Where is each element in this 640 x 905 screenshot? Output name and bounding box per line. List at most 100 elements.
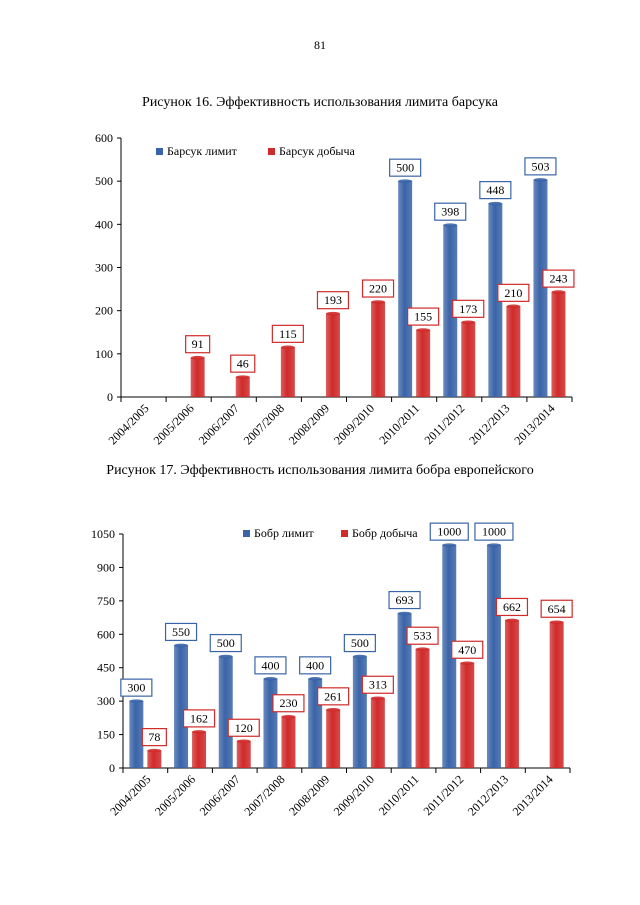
- bar-cap: [486, 543, 501, 547]
- page-number: 81: [314, 38, 326, 52]
- bar-harvest: [326, 709, 341, 768]
- data-label: 693: [396, 593, 414, 607]
- x-tick-label: 2007/2008: [241, 401, 287, 447]
- bar-harvest: [504, 620, 519, 768]
- data-label: 115: [279, 327, 297, 341]
- x-tick-label: 2007/2008: [241, 772, 287, 818]
- x-tick-label: 2012/2013: [466, 401, 512, 447]
- data-label: 173: [459, 302, 477, 316]
- bar-cap: [398, 179, 413, 183]
- legend-swatch: [268, 148, 275, 155]
- data-label: 500: [396, 161, 414, 175]
- bar-harvest: [370, 698, 385, 768]
- bar-limit: [174, 645, 189, 768]
- data-label-box: [389, 158, 422, 177]
- bar-cap: [371, 300, 386, 304]
- bar-limit: [442, 545, 457, 768]
- data-label-box: [361, 279, 395, 298]
- data-label: 1000: [482, 525, 506, 539]
- bar-harvest: [190, 357, 205, 397]
- data-label-box: [542, 269, 575, 288]
- x-tick-label: 2005/2006: [151, 401, 197, 447]
- data-label: 91: [192, 337, 204, 351]
- data-label: 220: [369, 282, 387, 296]
- data-label-box: [474, 522, 514, 541]
- bar-limit: [218, 656, 233, 768]
- bar-limit: [486, 545, 501, 768]
- bar-cap: [370, 696, 385, 701]
- legend-swatch: [243, 530, 250, 537]
- x-tick-label: 2013/2014: [511, 401, 557, 447]
- data-label: 662: [503, 600, 521, 614]
- y-tick-label: 300: [95, 261, 113, 275]
- bar-harvest: [371, 302, 386, 397]
- data-label: 550: [172, 625, 190, 639]
- x-tick-label: 2013/2014: [510, 772, 556, 818]
- x-tick-label: 2008/2009: [286, 401, 332, 447]
- bar-cap: [504, 618, 519, 623]
- figure-16-caption: Рисунок 16. Эффективность использования …: [142, 95, 498, 110]
- data-label: 162: [190, 711, 208, 725]
- data-label-box: [406, 626, 439, 645]
- bar-cap: [352, 654, 367, 659]
- bar-cap: [443, 223, 458, 227]
- data-label-box: [272, 694, 305, 713]
- bar-limit: [533, 179, 548, 397]
- bar-cap: [460, 661, 475, 666]
- data-label: 1000: [437, 525, 461, 539]
- data-label: 243: [549, 272, 567, 286]
- x-tick-label: 2008/2009: [286, 772, 332, 818]
- data-label-box: [209, 633, 242, 653]
- data-label-box: [495, 597, 529, 617]
- x-tick-label: 2011/2012: [420, 772, 466, 818]
- legend-label: Бобр добыча: [352, 526, 418, 540]
- bar-cap: [174, 643, 189, 648]
- bar-limit: [129, 701, 144, 768]
- badger-limit-chart: 01002003004005006002004/20052005/2006200…: [95, 131, 575, 447]
- bar-limit: [488, 203, 503, 397]
- data-label: 500: [351, 636, 369, 650]
- bar-cap: [218, 654, 233, 659]
- y-tick-label: 600: [95, 131, 113, 145]
- data-label: 193: [324, 293, 342, 307]
- data-label: 230: [279, 696, 297, 710]
- bar-limit: [352, 656, 367, 768]
- data-label: 155: [414, 310, 432, 324]
- y-tick-label: 600: [97, 627, 115, 641]
- x-tick-label: 2005/2006: [152, 772, 198, 818]
- x-tick-label: 2004/2005: [107, 772, 153, 818]
- data-label: 654: [548, 602, 566, 616]
- y-tick-label: 300: [97, 694, 115, 708]
- data-label-box: [343, 633, 376, 653]
- data-label: 448: [486, 183, 504, 197]
- data-label-box: [434, 202, 467, 221]
- bar-harvest: [506, 306, 521, 397]
- bar-harvest: [235, 377, 250, 397]
- data-label-box: [164, 622, 198, 642]
- bar-harvest: [280, 347, 295, 397]
- bar-cap: [488, 201, 503, 206]
- data-label-box: [524, 157, 557, 176]
- bar-harvest: [549, 622, 564, 768]
- bar-harvest: [325, 313, 340, 397]
- data-label-box: [254, 656, 287, 675]
- data-label: 503: [531, 159, 549, 173]
- bar-cap: [551, 290, 566, 294]
- data-label: 500: [217, 636, 235, 650]
- bar-cap: [397, 611, 412, 616]
- bar-cap: [280, 345, 295, 350]
- x-tick-label: 2009/2010: [331, 772, 377, 818]
- bar-cap: [506, 304, 521, 309]
- bar-harvest: [416, 330, 431, 397]
- x-tick-label: 2009/2010: [331, 401, 377, 447]
- data-label-box: [540, 599, 573, 618]
- legend-label: Барсук лимит: [167, 144, 238, 158]
- x-tick-label: 2006/2007: [196, 401, 242, 447]
- bar-limit: [397, 613, 412, 768]
- data-label: 210: [504, 286, 522, 300]
- bar-cap: [549, 620, 564, 625]
- bar-harvest: [460, 663, 475, 768]
- data-label-box: [479, 181, 512, 200]
- data-label: 400: [306, 658, 324, 672]
- bar-cap: [325, 311, 340, 316]
